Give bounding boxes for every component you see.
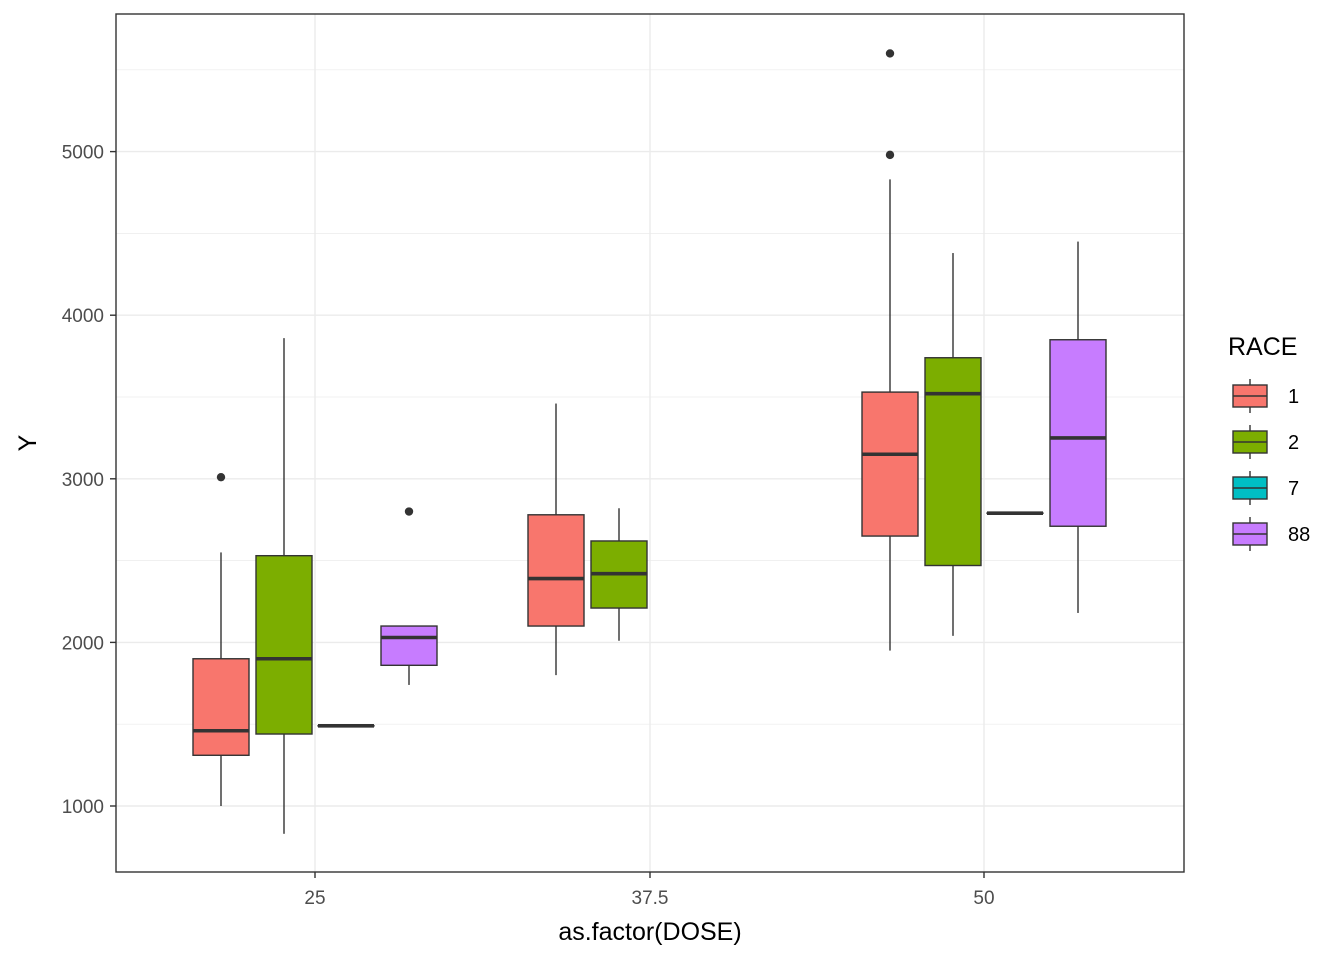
outlier-point (886, 49, 894, 57)
y-tick-label: 2000 (62, 633, 104, 654)
box-iqr (381, 626, 437, 665)
box-iqr (256, 556, 312, 734)
box-iqr (528, 515, 584, 626)
box-iqr (925, 358, 981, 566)
box-iqr (862, 392, 918, 536)
x-tick-label: 50 (973, 888, 994, 909)
box-iqr (1050, 340, 1106, 527)
legend-label: 1 (1288, 386, 1299, 408)
x-tick-label: 37.5 (632, 888, 669, 909)
outlier-point (886, 151, 894, 159)
legend-title: RACE (1228, 333, 1297, 361)
y-tick-label: 4000 (62, 306, 104, 327)
y-axis-title: Y (14, 434, 42, 451)
y-tick-label: 5000 (62, 143, 104, 164)
legend-label: 2 (1288, 432, 1299, 454)
y-tick-label: 3000 (62, 470, 104, 491)
y-tick-label: 1000 (62, 797, 104, 818)
x-tick-label: 25 (304, 888, 325, 909)
legend-label: 88 (1288, 524, 1310, 546)
outlier-point (405, 507, 413, 515)
box-iqr (193, 659, 249, 756)
legend-label: 7 (1288, 478, 1299, 500)
x-axis-title: as.factor(DOSE) (558, 918, 741, 946)
outlier-point (217, 473, 225, 481)
